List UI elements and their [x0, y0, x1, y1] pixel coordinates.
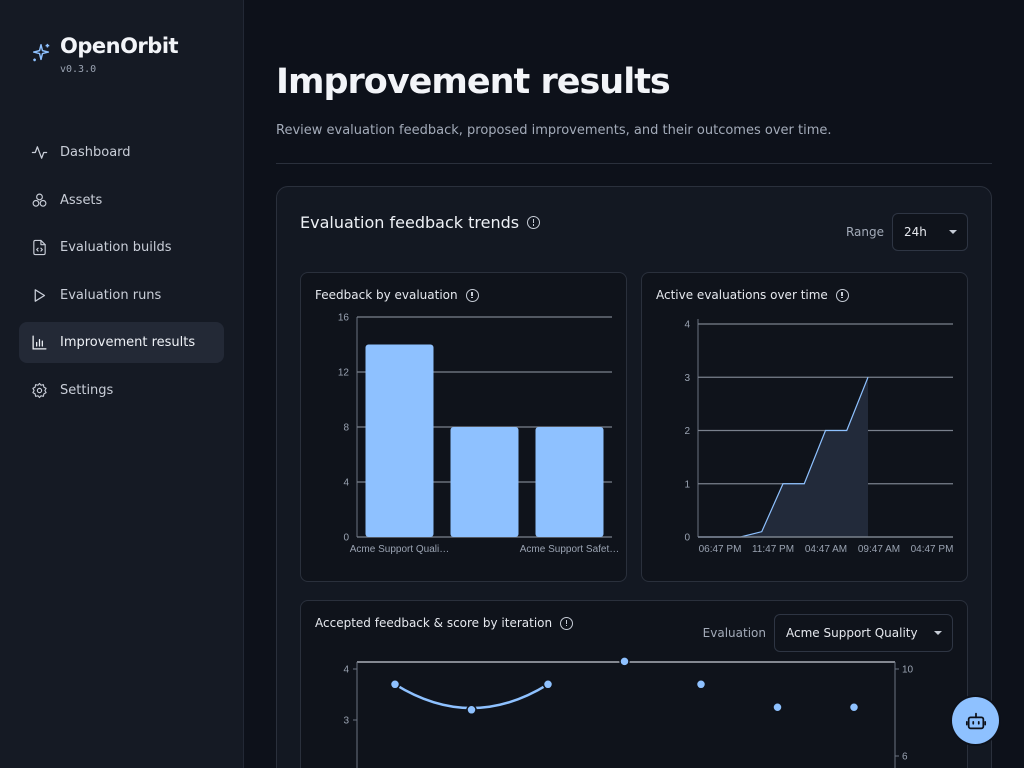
evaluation-label: Evaluation [702, 626, 766, 640]
page-subtitle: Review evaluation feedback, proposed imp… [276, 123, 832, 138]
file-code-icon [33, 239, 46, 256]
y2-tick-label: 10 [902, 665, 914, 676]
sidebar-item-label: Settings [60, 382, 114, 398]
y-tick-label: 16 [338, 313, 350, 324]
y-tick-label: 0 [684, 533, 690, 544]
chevron-down-icon [949, 230, 957, 234]
card-title-text: Feedback by evaluation [315, 288, 458, 302]
data-point [848, 702, 860, 713]
sidebar-item-label: Dashboard [60, 145, 131, 160]
y-tick-label: 3 [684, 373, 690, 384]
y-tick-label: 12 [338, 368, 350, 379]
sidebar-item-assets[interactable]: Assets [19, 180, 224, 221]
sidebar-item-label: Evaluation builds [60, 240, 172, 255]
sidebar-item-label: Evaluation runs [60, 287, 162, 303]
boxes-icon [32, 193, 47, 207]
card-title: Accepted feedback & score by iteration [315, 616, 574, 630]
data-point [619, 656, 630, 667]
sidebar-item-label: Improvement results [60, 335, 196, 350]
range-control: Range 24h [846, 213, 968, 251]
y2-tick-label: 6 [902, 752, 908, 763]
trends-title: Evaluation feedback trends [300, 213, 541, 232]
x-tick-label: Acme Support Quali… [350, 544, 450, 555]
sparkles-icon [32, 43, 50, 62]
series-line [394, 683, 549, 710]
x-tick-label: 11:47 PM [752, 544, 794, 555]
info-icon[interactable] [560, 616, 574, 630]
y-tick-label: 3 [343, 716, 349, 727]
chevron-down-icon [934, 631, 942, 635]
sidebar-item-dashboard[interactable]: Dashboard [19, 132, 224, 173]
evaluation-value: Acme Support Quality [786, 626, 918, 640]
sidebar-item-evaluation-runs[interactable]: Evaluation runs [19, 275, 224, 316]
x-tick-label: 09:47 AM [858, 544, 900, 555]
area-chart: 0 1 2 3 4 06:47 PM 11:47 PM 04:47 AM 09:47 AM 04:… [684, 319, 954, 555]
y-tick-label: 1 [684, 479, 690, 490]
y-tick-label: 4 [343, 665, 349, 676]
x-tick-label: 04:47 PM [911, 544, 954, 555]
app-name: OpenOrbit [60, 34, 179, 58]
sidebar-item-evaluation-builds[interactable]: Evaluation builds [19, 227, 224, 268]
trends-title-text: Evaluation feedback trends [300, 213, 520, 232]
sidebar-item-improvement-results[interactable]: Improvement results [19, 322, 224, 363]
page-title: Improvement results [276, 62, 671, 102]
gear-icon [32, 382, 47, 398]
accepted-feedback-card: Accepted feedback & score by iteration E… [300, 600, 968, 768]
range-value: 24h [904, 225, 927, 239]
card-title-text: Active evaluations over time [656, 288, 828, 302]
data-point [542, 679, 554, 690]
evaluation-control: Evaluation Acme Support Quality [703, 614, 953, 652]
data-point [389, 679, 401, 690]
play-icon [34, 288, 46, 302]
divider [276, 163, 992, 164]
x-tick-label: 04:47 AM [805, 544, 847, 555]
x-tick-label: Acme Support Safet… [520, 544, 620, 555]
bar [450, 427, 519, 537]
activity-icon [31, 146, 48, 159]
sidebar-item-label: Assets [60, 192, 103, 208]
data-point [772, 702, 783, 713]
feedback-by-evaluation-card: Feedback by evaluation 0 4 8 12 16 Acme Suppo… [300, 272, 627, 582]
info-icon[interactable] [527, 216, 541, 229]
y-tick-label: 4 [684, 320, 690, 331]
brand[interactable]: OpenOrbit v0.3.0 [30, 34, 179, 75]
info-icon[interactable] [835, 288, 849, 302]
evaluation-select[interactable]: Acme Support Quality [774, 614, 953, 652]
y-tick-label: 8 [343, 423, 349, 434]
assistant-button[interactable] [952, 697, 999, 744]
y-tick-label: 2 [684, 426, 690, 437]
line-chart: 3 4 6 10 [343, 656, 914, 768]
range-label: Range [845, 225, 884, 239]
bar-chart-icon [32, 335, 47, 350]
area-fill [698, 377, 868, 537]
data-point [466, 704, 477, 716]
info-icon[interactable] [465, 288, 479, 302]
x-tick-label: 06:47 PM [699, 544, 742, 555]
sidebar-nav: Dashboard Assets Evaluation builds Evalu… [19, 132, 224, 417]
bar-chart: 0 4 8 12 16 Acme Support Quali… Acme Support S… [338, 313, 620, 556]
robot-icon [965, 712, 986, 729]
sidebar-item-settings[interactable]: Settings [19, 370, 224, 411]
card-title: Feedback by evaluation [315, 288, 479, 302]
y-tick-label: 0 [343, 533, 349, 544]
active-evaluations-card: Active evaluations over time 0 1 2 3 4 06:47 … [641, 272, 968, 582]
y-tick-label: 4 [343, 478, 349, 489]
range-select[interactable]: 24h [892, 213, 968, 251]
card-title: Active evaluations over time [656, 288, 849, 302]
sidebar: OpenOrbit v0.3.0 Dashboard Assets Evalua… [0, 0, 244, 768]
card-title-text: Accepted feedback & score by iteration [315, 616, 553, 630]
app-version: v0.3.0 [60, 64, 97, 75]
bar [365, 344, 434, 537]
bar [535, 427, 604, 537]
data-point [695, 679, 707, 690]
trends-panel: Evaluation feedback trends Range 24h Fee… [276, 186, 992, 768]
